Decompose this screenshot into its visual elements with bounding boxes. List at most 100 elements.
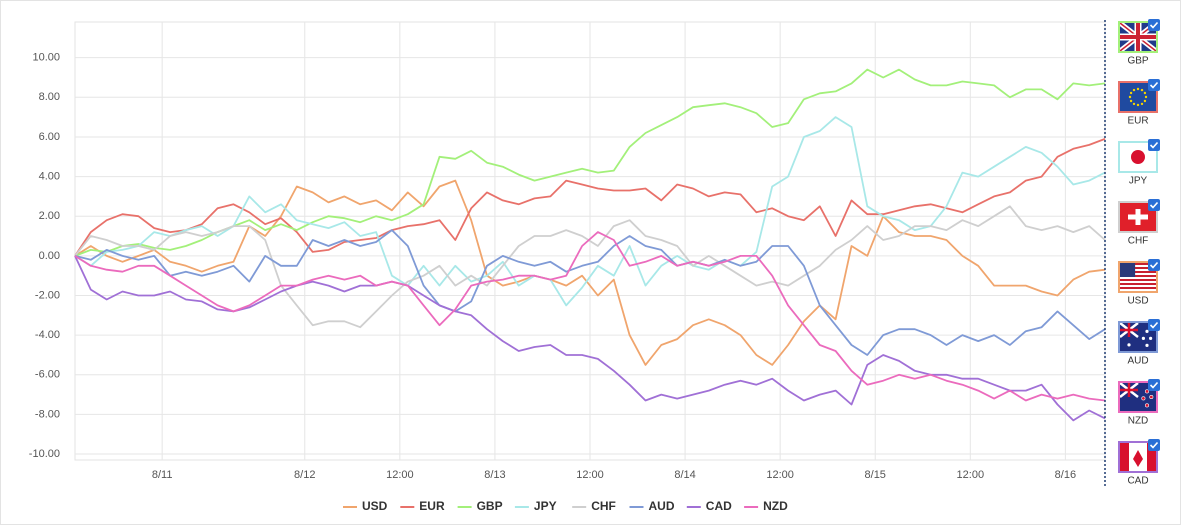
legend-item[interactable]: CAD [686, 499, 732, 513]
flag-star [1145, 403, 1150, 408]
flag-band [1120, 443, 1129, 471]
check-badge [1148, 19, 1160, 31]
legend-item[interactable]: JPY [514, 499, 557, 513]
check-mark [1149, 321, 1159, 329]
flag-star [1140, 102, 1144, 106]
x-tick-label: 8/13 [484, 469, 505, 481]
check-mark [1149, 381, 1159, 389]
legend-item[interactable]: AUD [629, 499, 675, 513]
flag-star [1141, 396, 1146, 401]
y-tick-label: -10.00 [29, 448, 60, 460]
x-tick-label: 8/16 [1055, 469, 1076, 481]
legend-item[interactable]: GBP [457, 499, 503, 513]
legend-label: USD [362, 499, 388, 513]
flag-star [1145, 389, 1150, 394]
check-mark [1149, 201, 1159, 209]
series-line [74, 116, 1106, 307]
legend-label: AUD [649, 499, 675, 513]
y-tick-label: 8.00 [39, 91, 60, 103]
check-mark [1149, 261, 1159, 269]
flag-border [1118, 81, 1158, 113]
flag-border [1118, 201, 1158, 233]
currency-toggle[interactable]: CAD [1118, 439, 1160, 487]
check-badge [1148, 259, 1160, 271]
x-tick-label: 12:00 [576, 469, 604, 481]
currency-toggle[interactable]: NZD [1118, 379, 1160, 427]
flag-border [1118, 21, 1158, 53]
legend: USD EUR GBP JPY CHF AUD CAD NZD [343, 499, 788, 513]
legend-label: GBP [477, 499, 503, 513]
grid [75, 22, 1105, 460]
check-mark [1149, 141, 1159, 149]
legend-label: JPY [534, 499, 557, 513]
legend-item[interactable]: CHF [572, 499, 616, 513]
y-tick-label: 4.00 [39, 170, 60, 182]
flag-star [1149, 394, 1154, 399]
flag-star [1129, 99, 1133, 103]
flag-cross [1128, 209, 1148, 225]
currency-toggle[interactable]: AUD [1118, 319, 1160, 367]
legend-item[interactable]: EUR [400, 499, 445, 513]
flag-stripe [1120, 279, 1156, 281]
series-line [74, 138, 1106, 257]
flag-stripe [1120, 263, 1156, 265]
currency-toggle[interactable]: GBP [1118, 19, 1160, 67]
x-tick-label: 8/12 [294, 469, 315, 481]
flag-star [1128, 95, 1132, 99]
flag-star [1144, 95, 1148, 99]
legend-item[interactable]: NZD [744, 499, 788, 513]
series-line [74, 231, 1106, 402]
currency-label: USD [1127, 296, 1148, 307]
check-mark [1149, 21, 1159, 29]
legend-label: CAD [706, 499, 732, 513]
flag-star [1149, 336, 1153, 340]
series-line [74, 68, 1106, 257]
flag-star [1129, 91, 1133, 95]
currency-label: GBP [1127, 56, 1148, 67]
currency-label: CHF [1128, 236, 1149, 247]
currency-toggle[interactable]: CHF [1118, 199, 1160, 247]
x-tick-label: 12:00 [957, 469, 985, 481]
currency-label: CAD [1127, 476, 1148, 487]
currency-label: NZD [1128, 416, 1149, 427]
series-line [74, 255, 1106, 422]
check-mark [1149, 441, 1159, 449]
series-line [74, 229, 1106, 356]
legend-item[interactable]: USD [343, 499, 388, 513]
currency-toggle[interactable]: JPY [1118, 139, 1160, 187]
currency-toggle[interactable]: EUR [1118, 79, 1160, 127]
x-tick-label: 8/14 [674, 469, 695, 481]
flag-star [1145, 329, 1149, 333]
flag-sun [1131, 150, 1145, 164]
flag-border [1118, 381, 1158, 413]
y-tick-label: -6.00 [35, 369, 60, 381]
y-tick-label: -8.00 [35, 408, 60, 420]
currency-panel: GBP EUR JPY CHF USD AUD NZD CAD [1118, 19, 1160, 487]
check-badge [1148, 139, 1160, 151]
y-tick-label: 2.00 [39, 210, 60, 222]
flag-stripe [1120, 271, 1156, 273]
check-badge [1148, 199, 1160, 211]
flag-border [1118, 261, 1158, 293]
flag-leaf [1133, 450, 1143, 467]
flag-star [1132, 102, 1136, 106]
flag-stripe [1120, 323, 1138, 337]
series-line [74, 205, 1106, 329]
series-line [74, 179, 1106, 366]
flag-border [1118, 321, 1158, 353]
y-tick-label: -2.00 [35, 289, 60, 301]
flag-star [1143, 99, 1147, 103]
currency-toggle[interactable]: USD [1118, 259, 1160, 307]
legend-label: EUR [419, 499, 445, 513]
flag-star [1145, 343, 1149, 347]
flag-stripe [1120, 283, 1156, 285]
lines [74, 68, 1106, 422]
flag-stripe [1120, 267, 1156, 269]
flag-band [1147, 443, 1156, 471]
flag-border [1118, 141, 1158, 173]
flag-star [1132, 88, 1136, 92]
flag-star [1136, 87, 1140, 91]
flag-canton [1120, 263, 1136, 277]
flag-star [1141, 336, 1145, 340]
